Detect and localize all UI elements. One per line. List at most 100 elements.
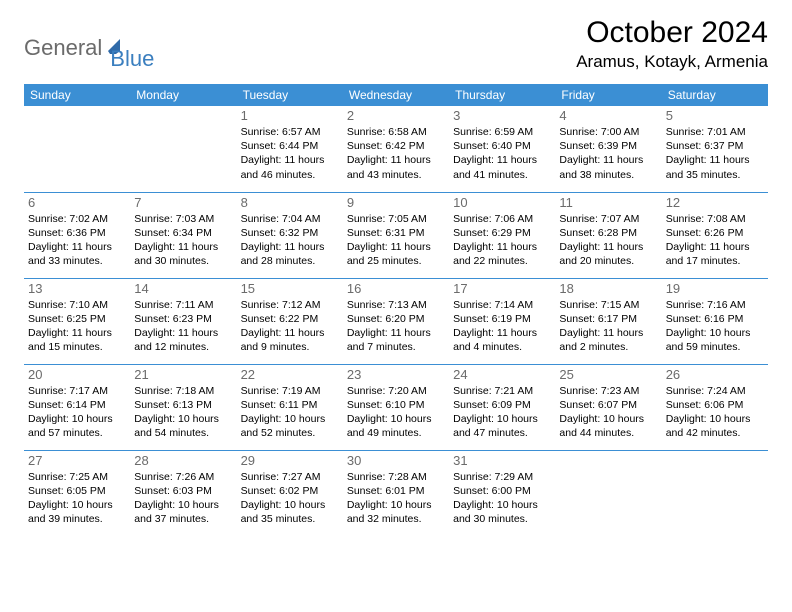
calendar-day-cell: 2 Sunrise: 6:58 AMSunset: 6:42 PMDaylight… <box>343 106 449 192</box>
calendar-day-cell: 4 Sunrise: 7:00 AMSunset: 6:39 PMDaylight… <box>555 106 661 192</box>
calendar-day-cell: 18 Sunrise: 7:15 AMSunset: 6:17 PMDayligh… <box>555 278 661 364</box>
calendar-day-cell: 19 Sunrise: 7:16 AMSunset: 6:16 PMDayligh… <box>662 278 768 364</box>
calendar-day-cell: 21Sunrise: 7:18 AMSunset: 6:13 PMDayligh… <box>130 364 236 450</box>
calendar-day-cell: 25 Sunrise: 7:23 AMSunset: 6:07 PMDayligh… <box>555 364 661 450</box>
day-info: Sunrise: 7:17 AMSunset: 6:14 PMDaylight:… <box>28 384 126 441</box>
day-info: Sunrise: 7:02 AMSunset: 6:36 PMDaylight:… <box>28 212 126 269</box>
day-number: 23 <box>347 367 445 382</box>
calendar-day-cell: 13 Sunrise: 7:10 AMSunset: 6:25 PMDayligh… <box>24 278 130 364</box>
weekday-header-row: Sunday Monday Tuesday Wednesday Thursday… <box>24 84 768 106</box>
day-number: 12 <box>666 195 764 210</box>
weekday-header: Thursday <box>449 84 555 106</box>
day-number: 25 <box>559 367 657 382</box>
calendar-day-cell: 10Sunrise: 7:06 AMSunset: 6:29 PMDayligh… <box>449 192 555 278</box>
calendar-table: Sunday Monday Tuesday Wednesday Thursday… <box>24 84 768 536</box>
calendar-day-cell: 14 Sunrise: 7:11 AMSunset: 6:23 PMDayligh… <box>130 278 236 364</box>
day-number: 8 <box>241 195 339 210</box>
calendar-day-cell: 15 Sunrise: 7:12 AMSunset: 6:22 PMDayligh… <box>237 278 343 364</box>
calendar-day-cell: 30 Sunrise: 7:28 AMSunset: 6:01 PMDayligh… <box>343 450 449 536</box>
calendar-day-cell: 27 Sunrise: 7:25 AMSunset: 6:05 PMDayligh… <box>24 450 130 536</box>
day-info: Sunrise: 7:13 AMSunset: 6:20 PMDaylight:… <box>347 298 445 355</box>
day-number: 27 <box>28 453 126 468</box>
day-number: 29 <box>241 453 339 468</box>
day-info: Sunrise: 7:23 AMSunset: 6:07 PMDaylight:… <box>559 384 657 441</box>
calendar-day-cell: 8Sunrise: 7:04 AMSunset: 6:32 PMDaylight… <box>237 192 343 278</box>
day-number: 28 <box>134 453 232 468</box>
day-info: Sunrise: 7:07 AMSunset: 6:28 PMDaylight:… <box>559 212 657 269</box>
day-number: 11 <box>559 195 657 210</box>
day-info: Sunrise: 7:28 AMSunset: 6:01 PMDaylight:… <box>347 470 445 527</box>
calendar-day-cell: 24Sunrise: 7:21 AMSunset: 6:09 PMDayligh… <box>449 364 555 450</box>
calendar-day-cell: 1Sunrise: 6:57 AMSunset: 6:44 PMDaylight… <box>237 106 343 192</box>
calendar-day-cell: 22 Sunrise: 7:19 AMSunset: 6:11 PMDayligh… <box>237 364 343 450</box>
calendar-day-cell: 20 Sunrise: 7:17 AMSunset: 6:14 PMDayligh… <box>24 364 130 450</box>
day-number: 3 <box>453 108 551 123</box>
logo-text-general: General <box>24 35 102 61</box>
title-block: October 2024 Aramus, Kotayk, Armenia <box>576 16 768 72</box>
day-info: Sunrise: 7:24 AMSunset: 6:06 PMDaylight:… <box>666 384 764 441</box>
logo: General Blue <box>24 16 154 72</box>
weekday-header: Tuesday <box>237 84 343 106</box>
calendar-week-row: 20 Sunrise: 7:17 AMSunset: 6:14 PMDayligh… <box>24 364 768 450</box>
calendar-day-cell: 17 Sunrise: 7:14 AMSunset: 6:19 PMDayligh… <box>449 278 555 364</box>
weekday-header: Friday <box>555 84 661 106</box>
day-number: 6 <box>28 195 126 210</box>
day-info: Sunrise: 7:26 AMSunset: 6:03 PMDaylight:… <box>134 470 232 527</box>
weekday-header: Saturday <box>662 84 768 106</box>
day-number: 2 <box>347 108 445 123</box>
day-info: Sunrise: 7:29 AMSunset: 6:00 PMDaylight:… <box>453 470 551 527</box>
calendar-week-row: 6 Sunrise: 7:02 AMSunset: 6:36 PMDaylight… <box>24 192 768 278</box>
calendar-day-cell: 26 Sunrise: 7:24 AMSunset: 6:06 PMDayligh… <box>662 364 768 450</box>
day-info: Sunrise: 7:11 AMSunset: 6:23 PMDaylight:… <box>134 298 232 355</box>
location: Aramus, Kotayk, Armenia <box>576 52 768 72</box>
calendar-day-cell: 9 Sunrise: 7:05 AMSunset: 6:31 PMDaylight… <box>343 192 449 278</box>
day-number: 4 <box>559 108 657 123</box>
day-number: 22 <box>241 367 339 382</box>
day-info: Sunrise: 6:59 AMSunset: 6:40 PMDaylight:… <box>453 125 551 182</box>
day-number: 13 <box>28 281 126 296</box>
weekday-header: Sunday <box>24 84 130 106</box>
calendar-day-cell <box>130 106 236 192</box>
day-info: Sunrise: 7:01 AMSunset: 6:37 PMDaylight:… <box>666 125 764 182</box>
day-info: Sunrise: 7:27 AMSunset: 6:02 PMDaylight:… <box>241 470 339 527</box>
day-number: 14 <box>134 281 232 296</box>
day-info: Sunrise: 7:00 AMSunset: 6:39 PMDaylight:… <box>559 125 657 182</box>
calendar-day-cell: 7Sunrise: 7:03 AMSunset: 6:34 PMDaylight… <box>130 192 236 278</box>
calendar-day-cell: 6 Sunrise: 7:02 AMSunset: 6:36 PMDaylight… <box>24 192 130 278</box>
day-number: 7 <box>134 195 232 210</box>
day-info: Sunrise: 7:10 AMSunset: 6:25 PMDaylight:… <box>28 298 126 355</box>
day-info: Sunrise: 7:25 AMSunset: 6:05 PMDaylight:… <box>28 470 126 527</box>
calendar-day-cell: 31Sunrise: 7:29 AMSunset: 6:00 PMDayligh… <box>449 450 555 536</box>
day-info: Sunrise: 7:08 AMSunset: 6:26 PMDaylight:… <box>666 212 764 269</box>
day-number: 15 <box>241 281 339 296</box>
calendar-day-cell: 16 Sunrise: 7:13 AMSunset: 6:20 PMDayligh… <box>343 278 449 364</box>
day-number: 16 <box>347 281 445 296</box>
calendar-week-row: 13 Sunrise: 7:10 AMSunset: 6:25 PMDayligh… <box>24 278 768 364</box>
day-number: 19 <box>666 281 764 296</box>
calendar-body: 1Sunrise: 6:57 AMSunset: 6:44 PMDaylight… <box>24 106 768 536</box>
day-number: 17 <box>453 281 551 296</box>
calendar-day-cell <box>662 450 768 536</box>
calendar-day-cell <box>555 450 661 536</box>
calendar-day-cell: 28 Sunrise: 7:26 AMSunset: 6:03 PMDayligh… <box>130 450 236 536</box>
day-info: Sunrise: 7:19 AMSunset: 6:11 PMDaylight:… <box>241 384 339 441</box>
day-info: Sunrise: 7:15 AMSunset: 6:17 PMDaylight:… <box>559 298 657 355</box>
calendar-day-cell: 3 Sunrise: 6:59 AMSunset: 6:40 PMDaylight… <box>449 106 555 192</box>
day-number: 18 <box>559 281 657 296</box>
calendar-day-cell: 29 Sunrise: 7:27 AMSunset: 6:02 PMDayligh… <box>237 450 343 536</box>
weekday-header: Wednesday <box>343 84 449 106</box>
day-info: Sunrise: 7:12 AMSunset: 6:22 PMDaylight:… <box>241 298 339 355</box>
calendar-week-row: 27 Sunrise: 7:25 AMSunset: 6:05 PMDayligh… <box>24 450 768 536</box>
day-number: 30 <box>347 453 445 468</box>
day-number: 9 <box>347 195 445 210</box>
day-info: Sunrise: 7:16 AMSunset: 6:16 PMDaylight:… <box>666 298 764 355</box>
day-number: 24 <box>453 367 551 382</box>
day-number: 20 <box>28 367 126 382</box>
day-info: Sunrise: 7:05 AMSunset: 6:31 PMDaylight:… <box>347 212 445 269</box>
day-info: Sunrise: 7:14 AMSunset: 6:19 PMDaylight:… <box>453 298 551 355</box>
calendar-day-cell: 23Sunrise: 7:20 AMSunset: 6:10 PMDayligh… <box>343 364 449 450</box>
day-info: Sunrise: 6:58 AMSunset: 6:42 PMDaylight:… <box>347 125 445 182</box>
header: General Blue October 2024 Aramus, Kotayk… <box>24 16 768 72</box>
month-title: October 2024 <box>576 16 768 50</box>
day-number: 26 <box>666 367 764 382</box>
